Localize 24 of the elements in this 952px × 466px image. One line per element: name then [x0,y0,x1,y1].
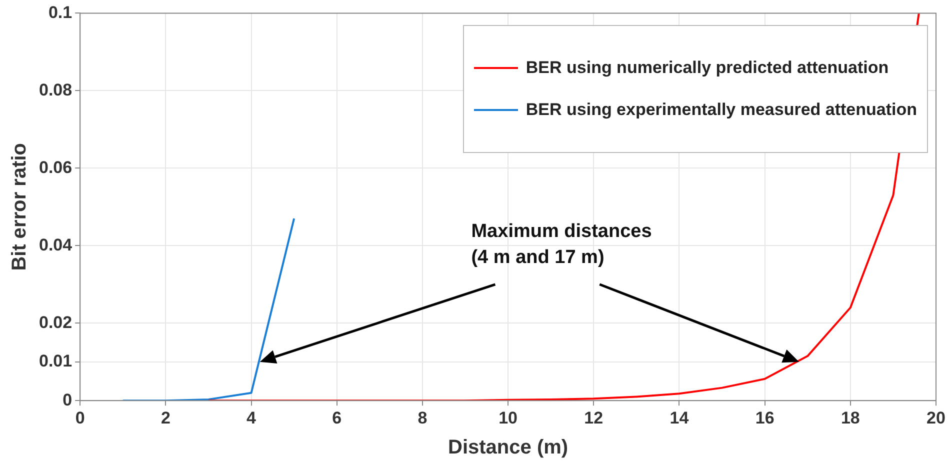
legend-label: BER using numerically predicted attenuation [526,58,889,78]
x-tick-label: 10 [498,408,518,428]
x-tick-label: 6 [332,408,342,428]
y-tick-label: 0.02 [38,312,72,332]
x-tick-label: 2 [160,408,170,428]
annotation: Maximum distances [471,220,652,244]
y-tick-label: 0.06 [38,158,72,177]
y-tick-label: 0.04 [38,235,73,254]
annotation: (4 m and 17 m) [471,246,606,270]
y-tick-label: 0.01 [38,352,72,371]
y-tick-label: 0.1 [48,2,72,22]
x-axis-title: Distance (m) [448,436,568,459]
y-tick-label: 0.08 [38,80,72,100]
x-tick-label: 20 [926,408,946,428]
legend-label: BER using experimentally measured attenuation [526,100,917,120]
y-tick-label: 0 [62,390,72,410]
x-tick-label: 16 [755,408,774,428]
x-tick-label: 0 [75,408,85,428]
x-tick-label: 4 [246,408,257,428]
x-tick-label: 8 [418,408,428,428]
y-axis-title: Bit error ratio [8,142,31,271]
x-tick-label: 18 [840,408,860,428]
x-tick-label: 12 [584,408,604,428]
x-tick-label: 14 [670,408,690,428]
